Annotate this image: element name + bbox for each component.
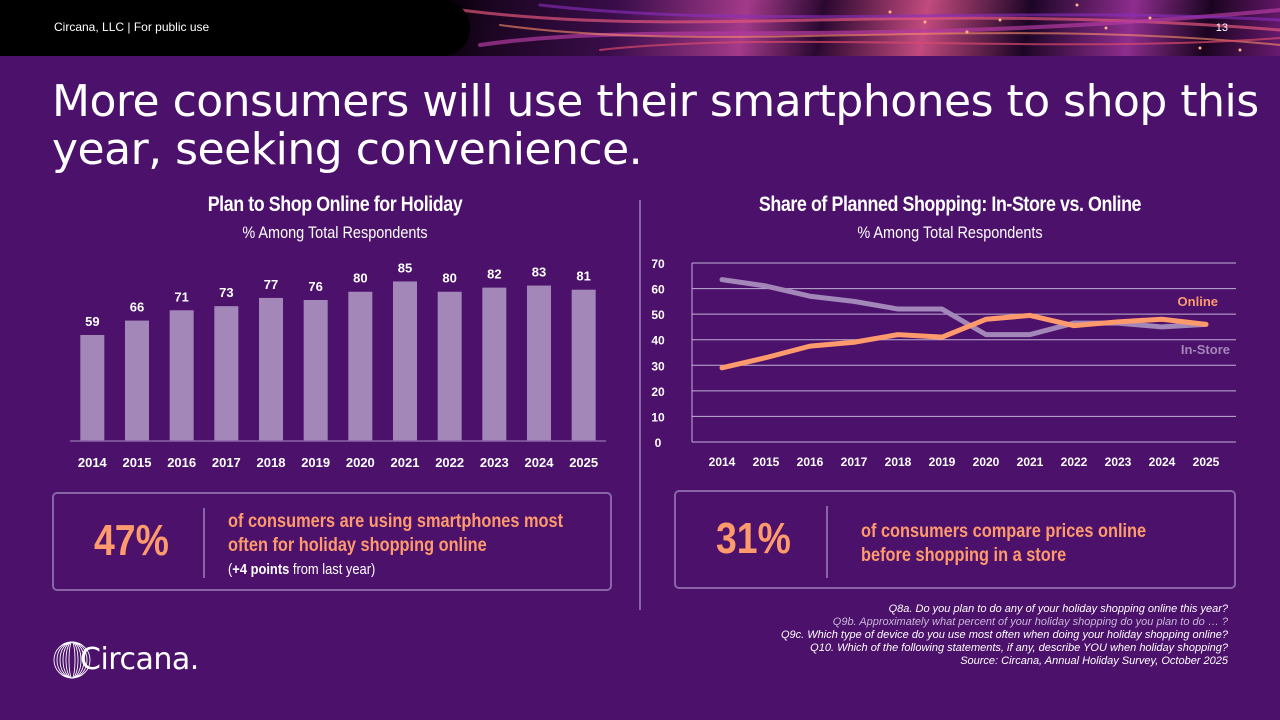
bar-2022 xyxy=(437,291,462,441)
y-tick-label: 40 xyxy=(651,334,665,348)
x-tick-label: 2014 xyxy=(78,455,108,470)
bar-2024 xyxy=(527,285,551,441)
y-tick-label: 70 xyxy=(651,257,665,271)
banner-black-panel xyxy=(0,0,470,56)
decorative-light-streaks xyxy=(458,3,1280,52)
circana-logo-text: Circana. xyxy=(80,642,199,677)
bar-chart-title: Plan to Shop Online for Holiday xyxy=(207,193,463,216)
bar-2021 xyxy=(393,281,417,441)
bar-2019 xyxy=(303,299,328,441)
stat-note: (+4 points from last year) xyxy=(228,561,376,578)
stat-description-line2: often for holiday shopping online xyxy=(228,535,487,556)
x-tick-label: 2023 xyxy=(480,455,509,470)
bar-data-label: 81 xyxy=(576,269,590,284)
stat-value: 31% xyxy=(716,514,791,563)
x-tick-label: 2014 xyxy=(709,455,736,469)
x-tick-label: 2017 xyxy=(841,455,868,469)
footnote: Q8a. Do you plan to do any of your holid… xyxy=(888,603,1228,615)
bar-2025 xyxy=(571,289,596,441)
y-tick-label: 50 xyxy=(651,308,665,322)
bar-data-label: 66 xyxy=(130,300,144,315)
x-tick-label: 2025 xyxy=(569,455,598,470)
bar-data-label: 80 xyxy=(442,271,456,286)
bar-data-label: 76 xyxy=(308,279,322,294)
stat-callout-price-compare: 31% of consumers compare prices online b… xyxy=(674,490,1236,589)
x-tick-label: 2017 xyxy=(212,455,241,470)
x-tick-label: 2018 xyxy=(885,455,912,469)
x-tick-label: 2022 xyxy=(1061,455,1088,469)
brand-line: Circana, LLC | For public use xyxy=(54,20,210,34)
bar-chart: 59 2014 66 2015 71 2016 73 2017 77 2018 76 2019 80 20… xyxy=(70,260,606,470)
callout-divider xyxy=(203,508,205,578)
x-tick-label: 2020 xyxy=(346,455,375,470)
footnotes: Q8a. Do you plan to do any of your holid… xyxy=(781,603,1228,668)
stat-note-bold: +4 points xyxy=(232,561,290,578)
x-tick-label: 2019 xyxy=(301,455,330,470)
bar-2023 xyxy=(482,287,507,441)
x-tick-label: 2019 xyxy=(929,455,956,469)
top-banner: Circana, LLC | For public use 13 xyxy=(0,0,1280,56)
x-tick-label: 2018 xyxy=(257,455,286,470)
footnote-source: Source: Circana, Annual Holiday Survey, … xyxy=(960,655,1228,667)
x-tick-label: 2022 xyxy=(435,455,464,470)
y-tick-label: 30 xyxy=(651,359,665,373)
x-tick-label: 2016 xyxy=(797,455,824,469)
stat-description-line1: of consumers compare prices online xyxy=(861,521,1147,542)
x-tick-label: 2020 xyxy=(973,455,1000,469)
series-line-online xyxy=(719,312,1209,371)
y-tick-label: 60 xyxy=(651,283,665,297)
bar-2018 xyxy=(259,297,283,441)
callout-divider xyxy=(826,506,828,578)
x-tick-label: 2016 xyxy=(167,455,196,470)
bar-data-label: 73 xyxy=(219,285,233,300)
bar-data-label: 82 xyxy=(487,267,501,282)
bar-2015 xyxy=(125,320,149,441)
bar-data-label: 59 xyxy=(85,314,99,329)
legend-label-online: Online xyxy=(1178,294,1218,309)
line-chart-subtitle: % Among Total Respondents xyxy=(857,223,1043,242)
circana-logo-icon xyxy=(53,641,91,679)
page-number: 13 xyxy=(1215,22,1228,34)
footnote: Q9b. Approximately what percent of your … xyxy=(832,616,1228,628)
stat-description: of consumers compare prices online befor… xyxy=(861,520,1146,568)
x-tick-label: 2025 xyxy=(1193,455,1220,469)
bar-data-label: 77 xyxy=(264,277,278,292)
bar-data-label: 83 xyxy=(532,265,546,280)
footnote: Q9c. Which type of device do you use mos… xyxy=(781,629,1228,641)
x-tick-label: 2015 xyxy=(753,455,780,469)
section-divider xyxy=(639,200,641,610)
stat-value: 47% xyxy=(94,516,169,565)
x-tick-label: 2021 xyxy=(1017,455,1044,469)
bar-2014 xyxy=(80,335,105,441)
stat-description: of consumers are using smartphones most … xyxy=(228,510,563,582)
x-tick-label: 2023 xyxy=(1105,455,1132,469)
footnote: Q10. Which of the following statements, … xyxy=(810,642,1228,654)
stat-description-line1: of consumers are using smartphones most xyxy=(228,511,564,532)
x-tick-label: 2015 xyxy=(123,455,152,470)
x-tick-label: 2024 xyxy=(525,455,555,470)
x-tick-label: 2021 xyxy=(391,455,420,470)
page-title: More consumers will use their smartphone… xyxy=(52,76,1259,175)
bar-data-label: 80 xyxy=(353,271,367,286)
stat-description-line2: before shopping in a store xyxy=(861,545,1067,566)
y-tick-label: 0 xyxy=(655,436,662,450)
bar-2020 xyxy=(348,291,373,441)
bar-2017 xyxy=(214,306,239,441)
line-chart: 0 10 20 30 40 50 60 70 2014 2015 2016 2017 2018 2019 2… xyxy=(651,257,1236,469)
line-chart-title: Share of Planned Shopping: In-Store vs. … xyxy=(758,193,1142,216)
stat-callout-smartphones: 47% of consumers are using smartphones m… xyxy=(52,492,612,591)
y-tick-label: 10 xyxy=(651,410,665,424)
bar-data-label: 85 xyxy=(398,260,412,275)
legend-label-instore: In-Store xyxy=(1181,342,1230,357)
bar-data-label: 71 xyxy=(174,289,188,304)
y-tick-label: 20 xyxy=(651,385,665,399)
x-tick-label: 2024 xyxy=(1149,455,1176,469)
bar-2016 xyxy=(169,310,194,441)
bar-chart-subtitle: % Among Total Respondents xyxy=(242,223,428,242)
